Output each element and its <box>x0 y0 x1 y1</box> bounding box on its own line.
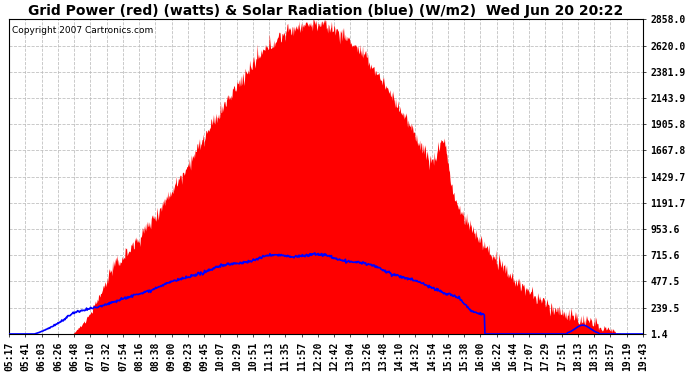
Title: Grid Power (red) (watts) & Solar Radiation (blue) (W/m2)  Wed Jun 20 20:22: Grid Power (red) (watts) & Solar Radiati… <box>28 4 624 18</box>
Text: Copyright 2007 Cartronics.com: Copyright 2007 Cartronics.com <box>12 26 154 34</box>
